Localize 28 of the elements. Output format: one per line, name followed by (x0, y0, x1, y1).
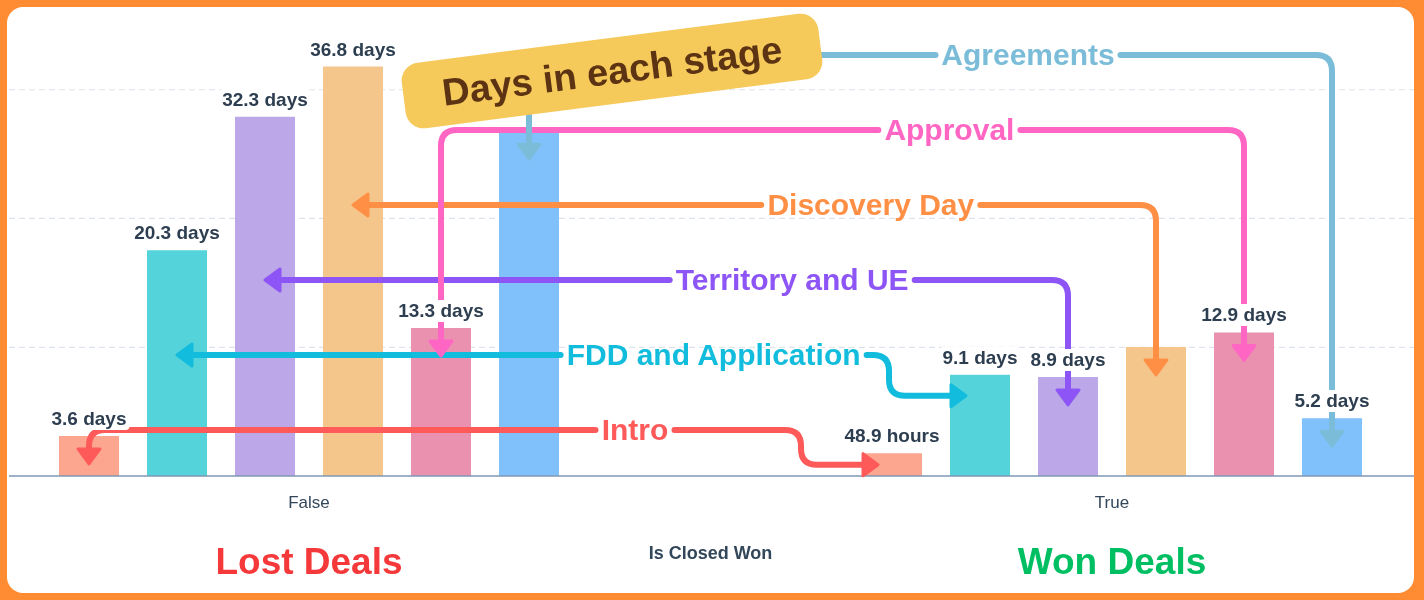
bar (235, 116, 296, 476)
text: Intro (601, 413, 669, 447)
text: Discovery Day (767, 188, 975, 222)
data-label: 32.3 days (219, 88, 311, 111)
bar (322, 66, 383, 476)
bar (147, 250, 208, 476)
data-label: 8.9 days (1027, 348, 1109, 371)
bar (1301, 418, 1362, 476)
text: Agreements (941, 38, 1115, 72)
data-label: 12.9 days (1198, 304, 1290, 327)
text: Won Deals (1017, 541, 1207, 583)
chart-title: Days in each stage (399, 11, 825, 131)
data-label: 20.3 days (131, 222, 223, 245)
x-axis-title: Is Closed Won (648, 543, 773, 564)
data-label: 13.3 days (395, 300, 487, 323)
text: Lost Deals (215, 541, 403, 583)
x-tick-label: True (1094, 492, 1130, 512)
data-label: 5.2 days (1291, 390, 1373, 413)
annotation: 48.9 hours (841, 425, 943, 448)
bar (1213, 332, 1274, 476)
data-label: 36.8 days (307, 38, 399, 61)
text: Approval (884, 113, 1015, 147)
data-label: 3.6 days (48, 407, 130, 430)
data-label: 9.1 days (939, 346, 1021, 369)
bar (498, 131, 559, 476)
x-tick-label: False (288, 492, 330, 512)
text: Territory and UE (675, 263, 909, 297)
text: FDD and Application (566, 338, 861, 372)
